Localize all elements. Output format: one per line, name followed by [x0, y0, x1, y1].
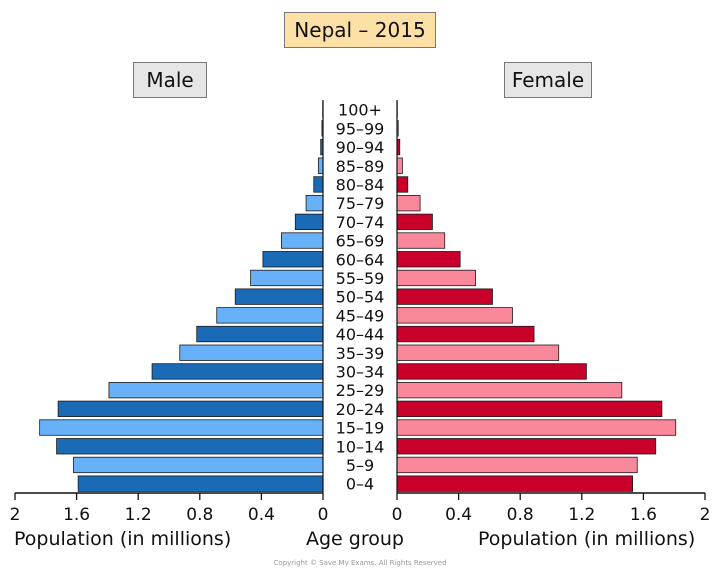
left-axis-title: Population (in millions): [14, 528, 232, 550]
chart-title: Nepal – 2015: [284, 12, 436, 48]
age-label-1: 5–9: [346, 456, 374, 475]
male-bar-0: [77, 475, 324, 492]
right-tick-label-4: 1.6: [630, 505, 657, 525]
right-axis-title: Population (in millions): [478, 528, 696, 550]
age-label-18: 90–94: [336, 138, 385, 157]
copyright-notice: Copyright © Save My Exams. All Rights Re…: [273, 559, 447, 567]
male-bar-15: [305, 194, 324, 212]
female-bar-11: [396, 269, 476, 287]
female-bar-14: [396, 213, 433, 231]
male-label: Male: [133, 62, 207, 98]
age-label-20: 100+: [338, 101, 382, 120]
age-label-15: 75–79: [336, 194, 385, 213]
female-bar-13: [396, 232, 446, 249]
age-label-13: 65–69: [336, 232, 385, 251]
age-label-16: 80–84: [336, 175, 385, 194]
male-bar-9: [216, 307, 324, 324]
male-bar-17: [317, 157, 324, 174]
female-bar-1: [396, 456, 638, 474]
female-label: Female: [504, 62, 592, 98]
left-tick-label-2: 1.2: [125, 505, 152, 525]
female-bar-17: [396, 157, 403, 174]
left-tick-label-4: 0.4: [248, 505, 275, 525]
age-label-8: 40–44: [336, 325, 385, 344]
age-label-5: 25–29: [336, 381, 385, 400]
male-bar-7: [179, 344, 324, 361]
age-label-3: 15–19: [336, 419, 385, 438]
male-bar-14: [294, 213, 324, 231]
age-label-9: 45–49: [336, 306, 385, 325]
age-group-labels: 0–45–910–1415–1920–2425–2930–3435–3940–4…: [336, 101, 385, 494]
male-bar-4: [57, 400, 324, 418]
center-axis-title: Age group: [306, 528, 404, 550]
age-label-12: 60–64: [336, 250, 385, 269]
age-label-4: 20–24: [336, 400, 385, 419]
right-tick-label-0: 0: [392, 505, 403, 525]
female-bar-6: [396, 363, 587, 380]
age-label-10: 50–54: [336, 288, 385, 307]
male-bar-6: [151, 363, 324, 380]
male-bars: [39, 101, 324, 492]
left-tick-label-0: 2: [10, 505, 21, 525]
axes: 2 0 1.6 0.4 1.2 0.8 0.8 1.2 0.4 1.6 0 2: [10, 100, 711, 525]
male-bar-1: [73, 456, 324, 474]
left-tick-label-5: 0: [318, 505, 329, 525]
male-bar-3: [39, 419, 324, 436]
female-bar-5: [396, 381, 623, 399]
age-label-17: 85–89: [336, 157, 385, 176]
female-bars: [396, 101, 677, 492]
male-bar-5: [108, 381, 324, 399]
male-bar-13: [281, 232, 324, 249]
left-tick-label-3: 0.8: [186, 505, 213, 525]
female-bar-9: [396, 307, 513, 324]
female-bar-7: [396, 344, 560, 361]
age-label-7: 35–39: [336, 344, 385, 363]
age-label-14: 70–74: [336, 213, 385, 232]
female-bar-16: [396, 176, 409, 193]
age-label-19: 95–99: [336, 119, 385, 138]
female-bar-2: [396, 438, 657, 455]
age-label-11: 55–59: [336, 269, 385, 288]
right-tick-label-3: 1.2: [568, 505, 595, 525]
right-tick-label-2: 0.8: [507, 505, 534, 525]
age-label-2: 10–14: [336, 437, 385, 456]
male-bar-12: [262, 251, 324, 268]
female-bar-8: [396, 325, 535, 343]
male-bar-8: [196, 325, 324, 343]
male-bar-10: [234, 288, 324, 305]
age-label-0: 0–4: [346, 475, 374, 494]
female-bar-15: [396, 194, 421, 212]
female-bar-4: [396, 400, 663, 418]
female-bar-0: [396, 475, 634, 492]
male-bar-11: [250, 269, 324, 287]
age-label-6: 30–34: [336, 362, 385, 381]
female-bar-10: [396, 288, 493, 305]
female-bar-3: [396, 419, 677, 436]
right-tick-label-5: 2: [700, 505, 711, 525]
male-bar-16: [313, 176, 324, 193]
right-tick-label-1: 0.4: [445, 505, 472, 525]
female-bar-12: [396, 251, 461, 268]
male-bar-2: [56, 438, 324, 455]
left-tick-label-1: 1.6: [63, 505, 90, 525]
